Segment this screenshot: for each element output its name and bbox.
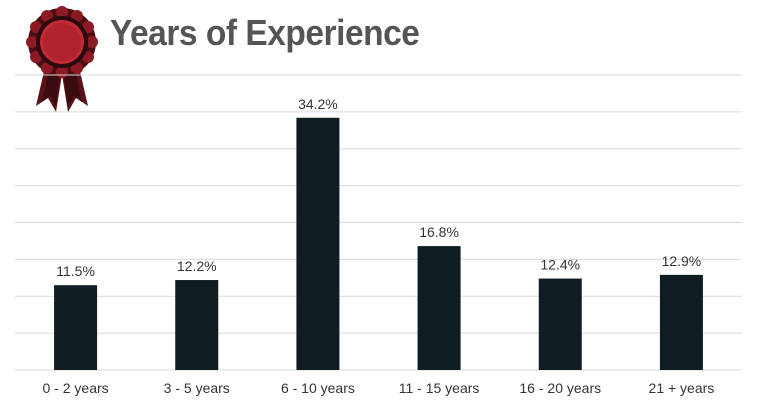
- bar-value-label: 16.8%: [419, 224, 459, 240]
- x-tick-label: 11 - 15 years: [399, 380, 480, 396]
- x-tick-label: 3 - 5 years: [164, 380, 230, 396]
- x-tick-labels: 0 - 2 years 3 - 5 years 6 - 10 years 11 - 1…: [43, 380, 715, 396]
- bar-value-label: 12.4%: [540, 257, 580, 273]
- x-tick-label: 16 - 20 years: [519, 380, 601, 396]
- bar: [417, 246, 461, 370]
- gridlines: [15, 74, 742, 371]
- bar: [296, 117, 340, 371]
- bar-value-label: 34.2%: [298, 96, 338, 112]
- bar: [538, 278, 582, 370]
- bar-value-label: 11.5%: [56, 263, 95, 279]
- bar-value-label: 12.2%: [177, 258, 217, 274]
- bars: [54, 117, 703, 371]
- award-ribbon-icon: [26, 6, 98, 112]
- bar: [175, 280, 219, 370]
- x-tick-label: 21 + years: [649, 380, 715, 396]
- chart-title: Years of Experience: [110, 12, 420, 53]
- bar: [54, 285, 98, 370]
- x-tick-label: 6 - 10 years: [281, 380, 355, 396]
- value-labels: 11.5% 12.2% 34.2% 16.8% 12.4% 12.9%: [56, 96, 701, 279]
- bar-value-label: 12.9%: [662, 253, 702, 269]
- bar: [659, 274, 703, 370]
- x-tick-label: 0 - 2 years: [43, 380, 109, 396]
